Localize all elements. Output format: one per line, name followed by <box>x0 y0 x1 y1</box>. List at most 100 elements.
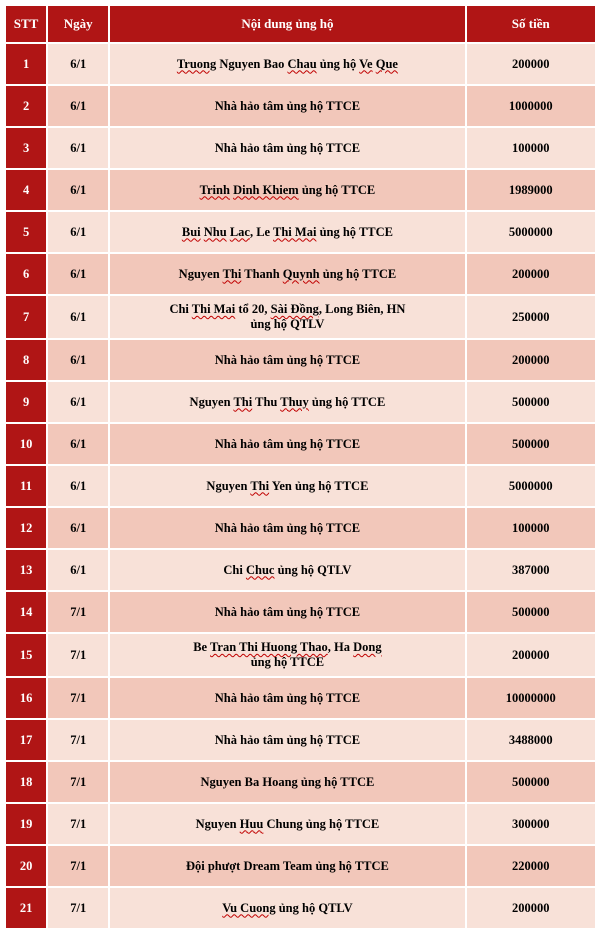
cell-date: 6/1 <box>48 212 108 252</box>
cell-amount: 3488000 <box>467 720 595 760</box>
table-row: 66/1Nguyen Thi Thanh Quynh ủng hộ TTCE20… <box>6 254 595 294</box>
cell-amount: 1000000 <box>467 86 595 126</box>
cell-date: 6/1 <box>48 170 108 210</box>
cell-amount: 500000 <box>467 424 595 464</box>
table-row: 167/1Nhà hảo tâm ủng hộ TTCE10000000 <box>6 678 595 718</box>
header-desc: Nội dung ủng hộ <box>110 6 464 42</box>
cell-desc: Truong Nguyen Bao Chau ủng hộ Ve Que <box>110 44 464 84</box>
cell-stt: 11 <box>6 466 46 506</box>
cell-amount: 200000 <box>467 634 595 676</box>
cell-date: 6/1 <box>48 550 108 590</box>
cell-date: 6/1 <box>48 44 108 84</box>
table-row: 116/1Nguyen Thi Yen ủng hộ TTCE5000000 <box>6 466 595 506</box>
table-row: 76/1Chi Thi Mai tổ 20, Sài Đồng, Long Bi… <box>6 296 595 338</box>
cell-amount: 5000000 <box>467 466 595 506</box>
cell-amount: 5000000 <box>467 212 595 252</box>
table-row: 86/1Nhà hảo tâm ủng hộ TTCE200000 <box>6 340 595 380</box>
cell-stt: 17 <box>6 720 46 760</box>
cell-date: 7/1 <box>48 762 108 802</box>
cell-amount: 500000 <box>467 382 595 422</box>
cell-amount: 200000 <box>467 888 595 928</box>
cell-stt: 1 <box>6 44 46 84</box>
cell-desc: Trinh Dinh Khiem ủng hộ TTCE <box>110 170 464 210</box>
cell-desc: Nhà hảo tâm ủng hộ TTCE <box>110 592 464 632</box>
cell-amount: 200000 <box>467 340 595 380</box>
cell-amount: 10000000 <box>467 678 595 718</box>
cell-desc: Be Tran Thi Huong Thao, Ha Dongủng hộ TT… <box>110 634 464 676</box>
header-stt: STT <box>6 6 46 42</box>
table-row: 96/1Nguyen Thi Thu Thuy ủng hộ TTCE50000… <box>6 382 595 422</box>
cell-amount: 250000 <box>467 296 595 338</box>
table-row: 56/1Bui Nhu Lac, Le Thi Mai ủng hộ TTCE5… <box>6 212 595 252</box>
cell-amount: 100000 <box>467 508 595 548</box>
cell-date: 6/1 <box>48 340 108 380</box>
cell-stt: 6 <box>6 254 46 294</box>
cell-desc: Nguyen Huu Chung ủng hộ TTCE <box>110 804 464 844</box>
cell-stt: 14 <box>6 592 46 632</box>
cell-date: 6/1 <box>48 424 108 464</box>
cell-desc: Nhà hảo tâm ủng hộ TTCE <box>110 508 464 548</box>
cell-stt: 18 <box>6 762 46 802</box>
cell-desc: Nhà hảo tâm ủng hộ TTCE <box>110 678 464 718</box>
cell-amount: 387000 <box>467 550 595 590</box>
cell-amount: 1989000 <box>467 170 595 210</box>
table-header: STT Ngày Nội dung ủng hộ Số tiền <box>6 6 595 42</box>
cell-desc: Nhà hảo tâm ủng hộ TTCE <box>110 86 464 126</box>
table-row: 187/1Nguyen Ba Hoang ủng hộ TTCE500000 <box>6 762 595 802</box>
table-body: 16/1Truong Nguyen Bao Chau ủng hộ Ve Que… <box>6 44 595 928</box>
table-row: 217/1Vu Cuong ủng hộ QTLV200000 <box>6 888 595 928</box>
cell-desc: Đội phượt Dream Team ủng hộ TTCE <box>110 846 464 886</box>
cell-date: 6/1 <box>48 86 108 126</box>
cell-stt: 5 <box>6 212 46 252</box>
cell-stt: 9 <box>6 382 46 422</box>
cell-desc: Nguyen Thi Thanh Quynh ủng hộ TTCE <box>110 254 464 294</box>
cell-amount: 200000 <box>467 254 595 294</box>
table-row: 136/1Chi Chuc ủng hộ QTLV387000 <box>6 550 595 590</box>
table-row: 126/1Nhà hảo tâm ủng hộ TTCE100000 <box>6 508 595 548</box>
cell-date: 7/1 <box>48 846 108 886</box>
cell-date: 6/1 <box>48 296 108 338</box>
cell-stt: 2 <box>6 86 46 126</box>
cell-desc: Nhà hảo tâm ủng hộ TTCE <box>110 340 464 380</box>
table-row: 157/1Be Tran Thi Huong Thao, Ha Dongủng … <box>6 634 595 676</box>
cell-stt: 15 <box>6 634 46 676</box>
cell-amount: 100000 <box>467 128 595 168</box>
cell-stt: 10 <box>6 424 46 464</box>
table-row: 46/1Trinh Dinh Khiem ủng hộ TTCE1989000 <box>6 170 595 210</box>
cell-date: 6/1 <box>48 508 108 548</box>
cell-desc: Bui Nhu Lac, Le Thi Mai ủng hộ TTCE <box>110 212 464 252</box>
cell-stt: 7 <box>6 296 46 338</box>
cell-date: 7/1 <box>48 888 108 928</box>
cell-stt: 19 <box>6 804 46 844</box>
cell-desc: Nguyen Ba Hoang ủng hộ TTCE <box>110 762 464 802</box>
cell-desc: Nhà hảo tâm ủng hộ TTCE <box>110 424 464 464</box>
cell-date: 6/1 <box>48 254 108 294</box>
table-row: 177/1Nhà hảo tâm ủng hộ TTCE3488000 <box>6 720 595 760</box>
table-row: 36/1Nhà hảo tâm ủng hộ TTCE100000 <box>6 128 595 168</box>
cell-stt: 21 <box>6 888 46 928</box>
cell-desc: Nhà hảo tâm ủng hộ TTCE <box>110 720 464 760</box>
cell-stt: 4 <box>6 170 46 210</box>
table-row: 197/1Nguyen Huu Chung ủng hộ TTCE300000 <box>6 804 595 844</box>
cell-date: 6/1 <box>48 466 108 506</box>
cell-stt: 13 <box>6 550 46 590</box>
cell-amount: 500000 <box>467 762 595 802</box>
cell-amount: 200000 <box>467 44 595 84</box>
cell-desc: Chi Chuc ủng hộ QTLV <box>110 550 464 590</box>
cell-amount: 220000 <box>467 846 595 886</box>
header-date: Ngày <box>48 6 108 42</box>
donations-table: STT Ngày Nội dung ủng hộ Số tiền 16/1Tru… <box>4 4 597 930</box>
cell-stt: 16 <box>6 678 46 718</box>
cell-desc: Chi Thi Mai tổ 20, Sài Đồng, Long Biên, … <box>110 296 464 338</box>
cell-date: 6/1 <box>48 382 108 422</box>
cell-date: 7/1 <box>48 720 108 760</box>
table-row: 16/1Truong Nguyen Bao Chau ủng hộ Ve Que… <box>6 44 595 84</box>
cell-stt: 20 <box>6 846 46 886</box>
cell-stt: 8 <box>6 340 46 380</box>
cell-amount: 500000 <box>467 592 595 632</box>
cell-date: 7/1 <box>48 804 108 844</box>
table-row: 106/1Nhà hảo tâm ủng hộ TTCE500000 <box>6 424 595 464</box>
table-row: 207/1Đội phượt Dream Team ủng hộ TTCE220… <box>6 846 595 886</box>
cell-desc: Nguyen Thi Thu Thuy ủng hộ TTCE <box>110 382 464 422</box>
cell-amount: 300000 <box>467 804 595 844</box>
